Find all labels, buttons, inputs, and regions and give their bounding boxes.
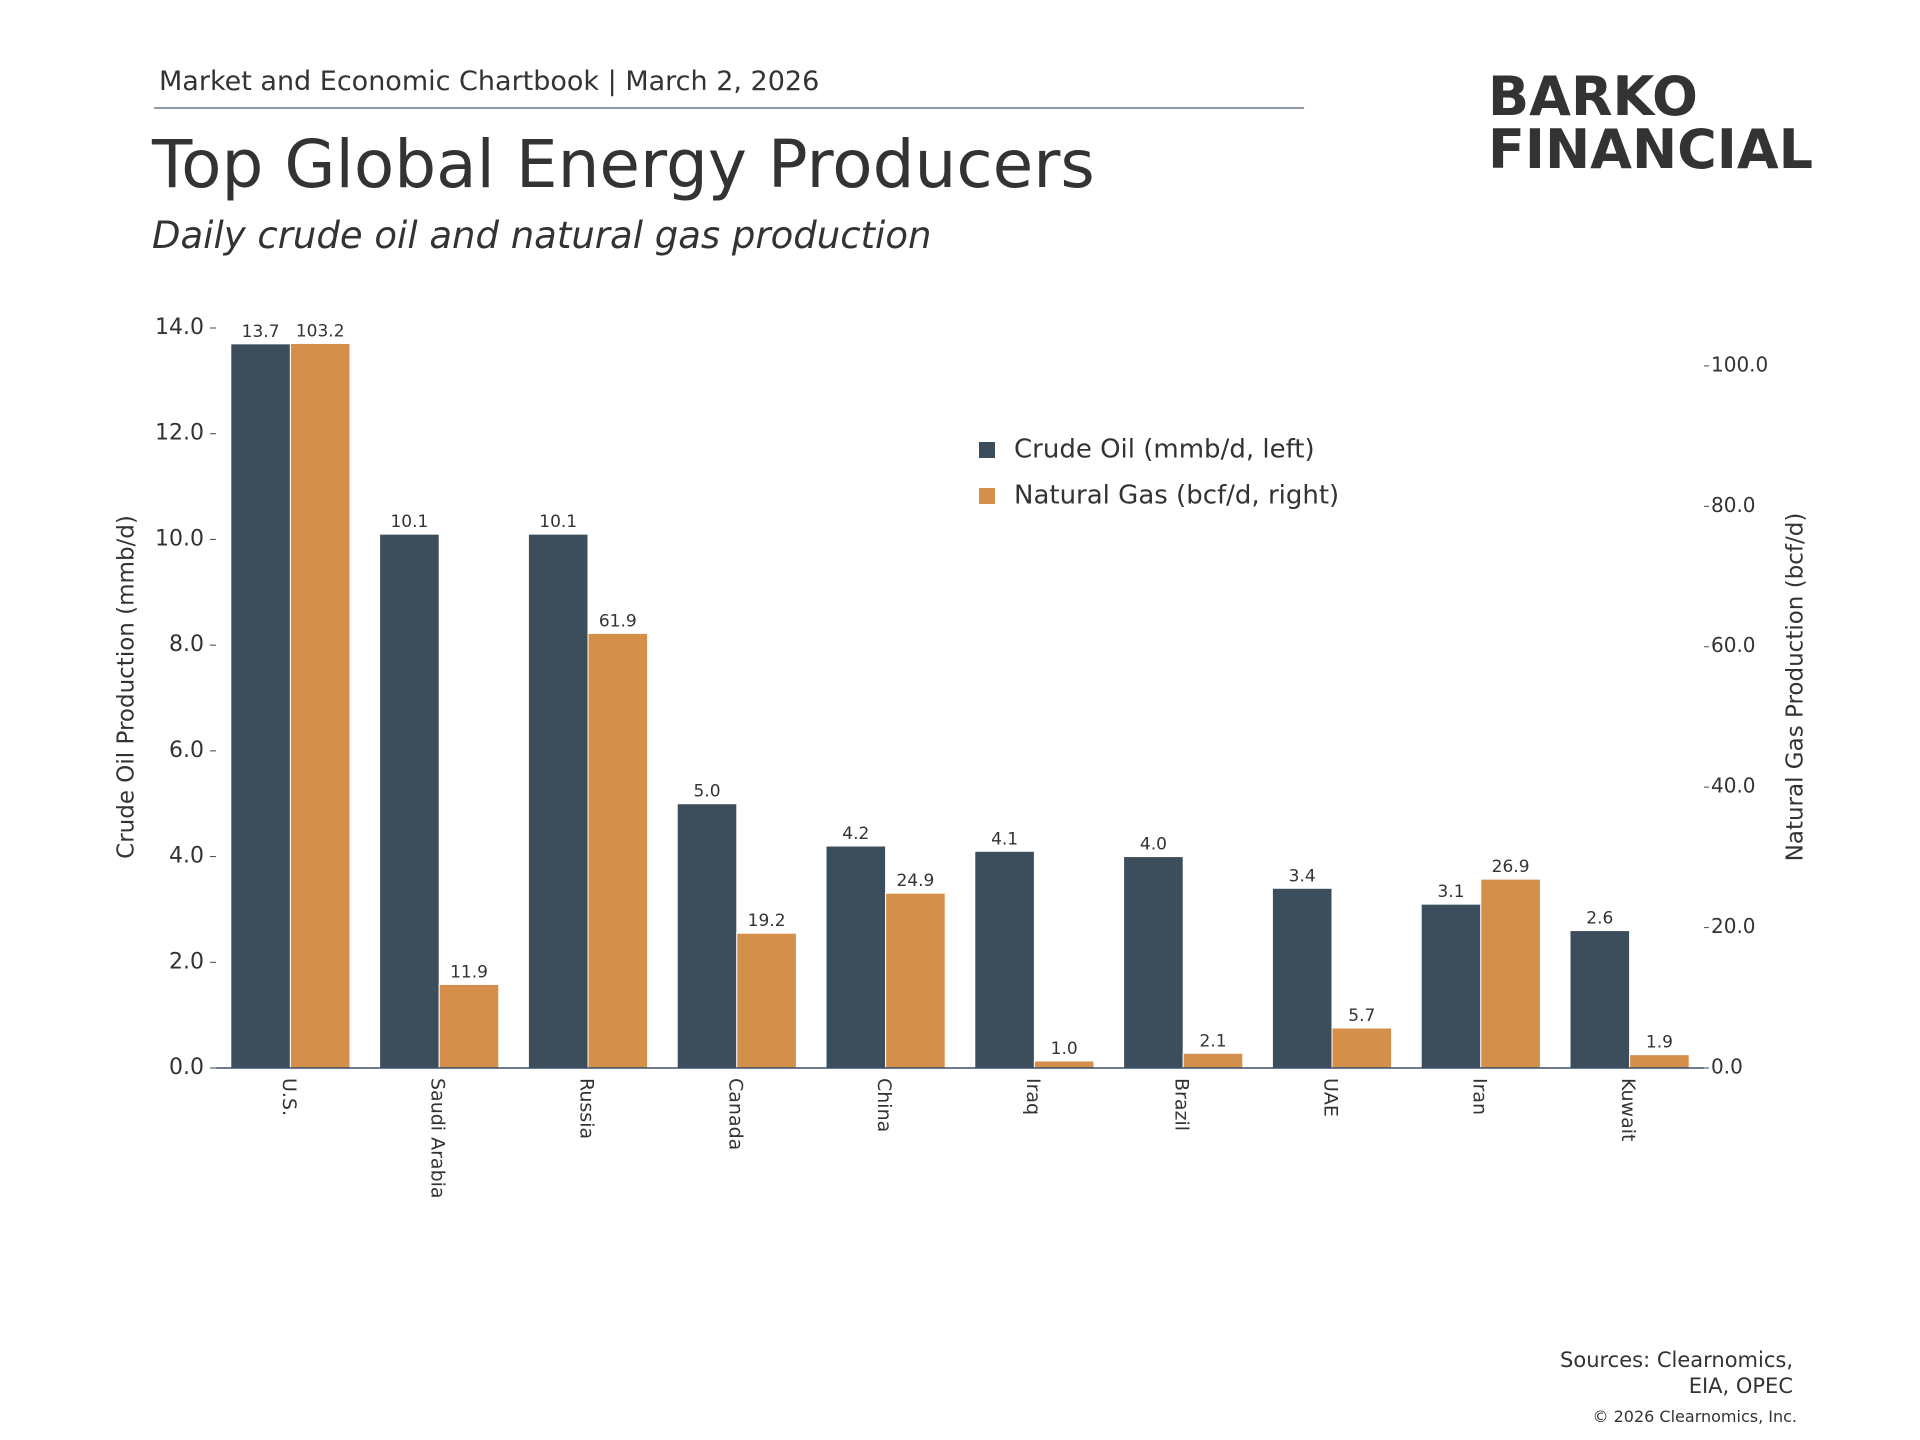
data-label: 11.9 — [450, 962, 488, 982]
data-label: 2.1 — [1199, 1031, 1226, 1051]
bar — [974, 850, 1035, 1069]
data-label: 10.1 — [390, 512, 428, 532]
y2-tick-label: 20.0 — [1711, 914, 1756, 938]
bar — [438, 983, 500, 1069]
x-tick-label: Brazil — [1171, 1078, 1193, 1131]
x-tick-label: Iraq — [1022, 1078, 1044, 1115]
y2-tick-label: 60.0 — [1711, 633, 1756, 657]
y-tick-label: 2.0 — [169, 949, 204, 974]
logo: FINANCIAL — [1488, 118, 1813, 181]
bar — [1420, 903, 1482, 1069]
y2-tick-label: 80.0 — [1711, 493, 1756, 517]
data-label: 4.0 — [1140, 835, 1167, 855]
x-tick-label: Canada — [724, 1078, 746, 1150]
sources: EIA, OPEC — [1689, 1374, 1793, 1398]
bar — [230, 343, 291, 1069]
bar — [379, 533, 440, 1069]
bar — [1629, 1054, 1690, 1069]
data-label: 26.9 — [1492, 857, 1530, 877]
bar — [587, 632, 649, 1069]
bar — [1569, 930, 1631, 1069]
data-label: 24.9 — [896, 871, 934, 891]
data-label: 4.1 — [991, 829, 1018, 849]
y2-tick-label: 100.0 — [1711, 352, 1768, 376]
data-label: 1.9 — [1646, 1033, 1673, 1053]
data-label: 4.2 — [842, 824, 869, 844]
bar — [676, 803, 738, 1069]
bar — [825, 845, 887, 1069]
data-label: 2.6 — [1586, 909, 1613, 929]
y-tick-label: 4.0 — [169, 844, 204, 869]
x-tick-label: Kuwait — [1617, 1078, 1639, 1141]
bar — [736, 932, 797, 1069]
y2-tick-label: 40.0 — [1711, 774, 1756, 798]
bar — [1271, 887, 1333, 1069]
x-tick-label: Iran — [1468, 1078, 1490, 1115]
legend-label: Natural Gas (bcf/d, right) — [1014, 481, 1339, 511]
bar — [1331, 1027, 1393, 1069]
chart-title: Top Global Energy Producers — [151, 126, 1095, 203]
x-tick-label: Russia — [576, 1078, 598, 1139]
bar — [1480, 878, 1541, 1069]
bar — [289, 342, 351, 1069]
legend-swatch — [979, 488, 995, 504]
logo: BARKO — [1488, 65, 1698, 128]
chart-subtitle: Daily crude oil and natural gas producti… — [152, 214, 931, 257]
bar — [885, 892, 946, 1069]
data-label: 5.0 — [693, 782, 720, 802]
y-tick-label: 12.0 — [155, 421, 204, 446]
y2-axis-title: Natural Gas Production (bcf/d) — [1783, 513, 1809, 862]
y-tick-label: 10.0 — [155, 526, 204, 551]
data-label: 10.1 — [539, 512, 577, 532]
bar — [527, 533, 589, 1069]
x-tick-label: Saudi Arabia — [427, 1078, 449, 1199]
data-label: 3.1 — [1437, 882, 1464, 902]
bar — [1033, 1060, 1095, 1069]
copyright: © 2026 Clearnomics, Inc. — [1593, 1407, 1797, 1426]
y-tick-label: 0.0 — [169, 1055, 204, 1080]
data-label: 1.0 — [1051, 1039, 1078, 1059]
data-label: 103.2 — [296, 321, 345, 341]
sources: Sources: Clearnomics, — [1560, 1348, 1793, 1372]
y-tick-label: 8.0 — [169, 632, 204, 657]
x-tick-label: U.S. — [278, 1078, 300, 1116]
bar — [1182, 1052, 1244, 1069]
y-axis-title: Crude Oil Production (mmb/d) — [114, 515, 140, 859]
data-label: 13.7 — [242, 322, 280, 342]
y-tick-label: 6.0 — [169, 738, 204, 763]
y-tick-label: 14.0 — [155, 315, 204, 340]
x-tick-label: China — [873, 1078, 895, 1132]
data-label: 19.2 — [748, 911, 786, 931]
legend-label: Crude Oil (mmb/d, left) — [1014, 435, 1315, 465]
y2-tick-label: 0.0 — [1711, 1055, 1743, 1079]
bar — [1123, 856, 1184, 1069]
x-tick-label: UAE — [1320, 1078, 1342, 1117]
data-label: 5.7 — [1348, 1006, 1375, 1026]
data-label: 3.4 — [1289, 866, 1316, 886]
data-label: 61.9 — [599, 611, 637, 631]
header: Market and Economic Chartbook | March 2,… — [159, 66, 819, 97]
legend-swatch — [979, 442, 995, 458]
